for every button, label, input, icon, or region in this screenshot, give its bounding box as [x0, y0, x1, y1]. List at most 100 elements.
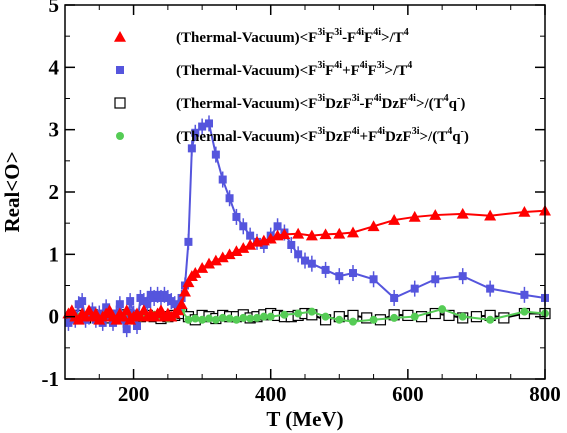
legend-marker: [116, 66, 124, 74]
data-point: [458, 312, 467, 321]
data-point: [177, 293, 186, 302]
data-point: [225, 194, 234, 203]
data-point: [458, 272, 467, 281]
data-point: [230, 245, 243, 257]
data-point: [112, 309, 121, 318]
legend-thermal-vacuum-f3dzf4-plus-f4dzf3: (Thermal-Vacuum)<F3iDzF4i+F4iDzF3i>/(T4q…: [116, 126, 469, 145]
data-point: [246, 231, 255, 240]
data-point: [349, 317, 357, 326]
legend-label-part: 4i: [356, 27, 364, 38]
data-point: [223, 248, 236, 260]
data-point: [307, 307, 316, 316]
legend-label-part: +F: [360, 129, 378, 145]
series-1: [64, 115, 549, 338]
data-point: [518, 205, 531, 217]
x-tick-label: 800: [529, 382, 561, 406]
legend-label-part: 4i: [408, 93, 416, 104]
legend-label-part: DzF: [325, 129, 352, 145]
data-point: [486, 315, 495, 324]
legend-label-part: 3i: [412, 126, 420, 137]
legend-marker: [116, 132, 124, 140]
data-point: [179, 285, 191, 297]
legend-thermal-vacuum-f3f4-plus-f4f3: (Thermal-Vacuum)<F3iF4i+F4iF3i>/T4: [116, 60, 412, 79]
data-point: [438, 305, 447, 314]
data-point: [253, 313, 261, 322]
data-point: [191, 128, 200, 137]
data-point: [196, 262, 209, 273]
legend-marker: [114, 31, 126, 42]
legend-label-part: 4: [407, 60, 412, 71]
legend-label-part: (Thermal-Vacuum)<F: [176, 30, 317, 46]
data-point: [184, 315, 193, 324]
legend-label: (Thermal-Vacuum)<F3iF3i-F4iF4i>/T4: [176, 27, 409, 46]
legend-label-part: 4i: [373, 27, 381, 38]
data-point: [205, 314, 213, 323]
data-point: [239, 222, 248, 231]
legend-label-part: -: [457, 93, 460, 104]
data-point: [520, 290, 529, 299]
legend-label-part: 3i: [317, 60, 325, 71]
data-point: [307, 259, 316, 268]
data-point: [292, 227, 305, 239]
y-tick-label: 2: [49, 180, 60, 204]
legend-label-part: >/(T: [416, 96, 444, 112]
data-point: [78, 297, 87, 306]
y-tick-label: 5: [49, 0, 60, 17]
data-point: [246, 314, 255, 323]
data-point: [367, 220, 380, 232]
legend-label-part: F: [325, 63, 334, 79]
data-point: [184, 237, 193, 246]
legend-label-part: 3i: [317, 27, 325, 38]
data-point: [88, 306, 97, 315]
data-point: [191, 314, 200, 323]
data-point: [301, 256, 309, 265]
data-point: [429, 307, 441, 320]
y-tick-label: 3: [49, 118, 60, 142]
data-point: [133, 322, 141, 331]
data-point: [182, 276, 195, 288]
data-point: [390, 293, 399, 302]
legend-label-part: -: [461, 126, 464, 137]
y-tick-label: 0: [49, 305, 60, 329]
data-point: [410, 312, 419, 321]
data-point: [486, 284, 495, 293]
data-point: [102, 303, 111, 312]
x-axis-title: T (MeV): [266, 407, 343, 431]
data-point: [175, 298, 188, 309]
data-point: [287, 240, 296, 249]
data-point: [244, 238, 257, 250]
data-point: [143, 300, 152, 309]
data-point: [390, 313, 399, 322]
legend: (Thermal-Vacuum)<F3iF3i-F4iF4i>/T4(Therm…: [114, 27, 469, 145]
data-point: [203, 257, 215, 269]
data-point: [211, 315, 220, 324]
data-point: [232, 315, 241, 324]
data-point: [209, 254, 222, 266]
legend-label: (Thermal-Vacuum)<F3iDzF4i+F4iDzF3i>/(T4q…: [176, 126, 469, 145]
data-point: [64, 318, 73, 327]
data-point: [264, 232, 277, 244]
legend-label-part: 4i: [352, 126, 360, 137]
data-point: [205, 119, 213, 128]
legend-label-part: 4i: [374, 93, 382, 104]
x-tick-label: 400: [255, 382, 287, 406]
legend-label-part: ): [460, 96, 465, 112]
y-axis-title: Real<O>: [0, 151, 24, 232]
data-point: [294, 250, 303, 259]
legend-thermal-vacuum-f3dzf3-minus-f4dzf4: (Thermal-Vacuum)<F3iDzF3i-F4iDzF4i>/(T4q…: [114, 93, 465, 112]
legend-label-part: >/(T: [419, 129, 447, 145]
legend-label-part: F: [364, 30, 373, 46]
data-point: [218, 313, 227, 322]
data-point: [280, 310, 289, 319]
legend-label-part: -F: [360, 96, 374, 112]
data-point: [198, 315, 207, 324]
legend-label-part: +F: [342, 63, 360, 79]
legend-label-part: 4i: [360, 60, 368, 71]
series-layer: [62, 115, 551, 338]
legend-label: (Thermal-Vacuum)<F3iDzF3i-F4iDzF4i>/(T4q…: [176, 93, 465, 112]
data-point: [369, 315, 378, 324]
legend-label-part: 4: [444, 93, 449, 104]
data-point: [335, 272, 344, 281]
data-point: [225, 314, 234, 323]
